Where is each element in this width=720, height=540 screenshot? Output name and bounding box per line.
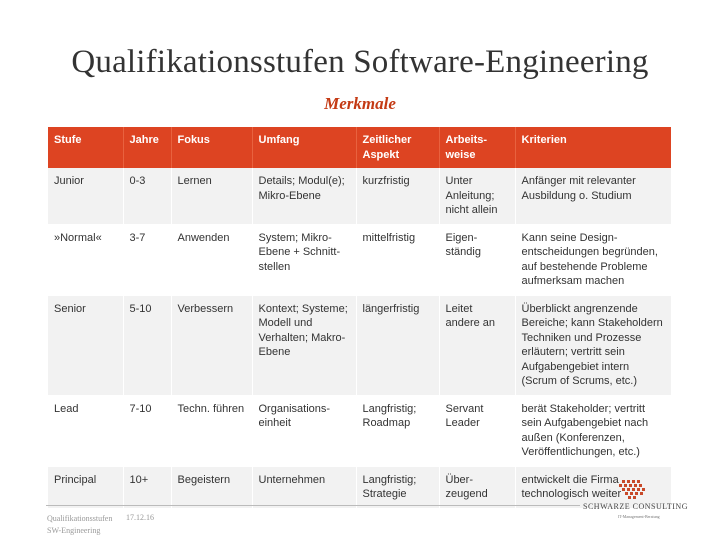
cell-umfang: System; Mikro-Ebene + Schnitt-stellen: [252, 224, 357, 295]
cell-fokus: Anwenden: [171, 224, 253, 295]
cell-stufe: Senior: [48, 295, 124, 395]
cell-stufe: Lead: [48, 395, 124, 466]
cell-kriterien: berät Stakeholder; vertritt sein Aufgabe…: [515, 395, 672, 466]
cell-zeitlicher-aspekt: mittelfristig: [356, 224, 440, 295]
cell-arbeitsweise: Unter Anleitung; nicht allein: [439, 168, 516, 224]
header-umfang: Umfang: [252, 127, 357, 168]
cell-fokus: Techn. führen: [171, 395, 253, 466]
cell-umfang: Organisations-einheit: [252, 395, 357, 466]
cell-arbeitsweise: Leitet andere an: [439, 295, 516, 395]
cell-umfang: Details; Modul(e); Mikro-Ebene: [252, 168, 357, 224]
cell-zeitlicher-aspekt: kurzfristig: [356, 168, 440, 224]
cell-arbeitsweise: Servant Leader: [439, 395, 516, 466]
cell-jahre: 5-10: [123, 295, 172, 395]
footer-divider: [46, 505, 580, 506]
cell-stufe: Principal: [48, 466, 124, 508]
table-header-row: Stufe Jahre Fokus Umfang Zeitlicher Aspe…: [48, 127, 671, 168]
cell-jahre: 7-10: [123, 395, 172, 466]
cell-zeitlicher-aspekt: Langfristig; Strategie: [356, 466, 440, 508]
footer-date: 17.12.16: [126, 513, 154, 522]
footer-line-1: Qualifikationsstufen: [47, 514, 113, 523]
header-arbeitsweise: Arbeits-weise: [439, 127, 516, 168]
table-row: Lead 7-10 Techn. führen Organisations-ei…: [48, 395, 672, 466]
cell-kriterien: entwickelt die Firma technologisch weite…: [515, 466, 672, 508]
logo-tagline: IT-Management-Beratung: [618, 514, 660, 519]
footer-line-2: SW-Engineering: [47, 526, 101, 535]
cell-jahre: 0-3: [123, 168, 172, 224]
cell-jahre: 3-7: [123, 224, 172, 295]
header-stufe: Stufe: [48, 127, 124, 168]
footer-label: Qualifikationsstufen SW-Engineering: [47, 513, 112, 537]
cell-zeitlicher-aspekt: Langfristig; Roadmap: [356, 395, 440, 466]
cell-jahre: 10+: [123, 466, 172, 508]
logo-dots: [619, 480, 645, 499]
cell-zeitlicher-aspekt: längerfristig: [356, 295, 440, 395]
qualification-table: Stufe Jahre Fokus Umfang Zeitlicher Aspe…: [48, 127, 672, 509]
cell-umfang: Unternehmen: [252, 466, 357, 508]
cell-umfang: Kontext; Systeme; Modell und Verhalten; …: [252, 295, 357, 395]
cell-kriterien: Überblickt angrenzende Bereiche; kann St…: [515, 295, 672, 395]
cell-arbeitsweise: Über-zeugend: [439, 466, 516, 508]
cell-fokus: Lernen: [171, 168, 253, 224]
cell-arbeitsweise: Eigen-ständig: [439, 224, 516, 295]
cell-fokus: Verbessern: [171, 295, 253, 395]
cell-kriterien: Anfänger mit relevanter Ausbildung o. St…: [515, 168, 672, 224]
table-row: Junior 0-3 Lernen Details; Modul(e); Mik…: [48, 168, 672, 224]
cell-kriterien: Kann seine Design-entscheidungen begründ…: [515, 224, 672, 295]
page-subtitle: Merkmale: [324, 94, 396, 113]
schwarze-consulting-logo-icon: [619, 480, 645, 499]
logo-name: SCHWARZE CONSULTING: [583, 502, 688, 511]
table-row: »Normal« 3-7 Anwenden System; Mikro-Eben…: [48, 224, 672, 295]
header-jahre: Jahre: [123, 127, 172, 168]
header-zeitlicher-aspekt: Zeitlicher Aspekt: [356, 127, 440, 168]
table-row: Senior 5-10 Verbessern Kontext; Systeme;…: [48, 295, 672, 395]
table-row: Principal 10+ Begeistern Unternehmen Lan…: [48, 466, 672, 508]
cell-stufe: »Normal«: [48, 224, 124, 295]
cell-fokus: Begeistern: [171, 466, 253, 508]
header-fokus: Fokus: [171, 127, 253, 168]
qualification-table-container: Stufe Jahre Fokus Umfang Zeitlicher Aspe…: [48, 127, 672, 509]
header-kriterien: Kriterien: [515, 127, 671, 168]
page-title: Qualifikationsstufen Software-Engineerin…: [71, 44, 649, 80]
cell-stufe: Junior: [48, 168, 124, 224]
